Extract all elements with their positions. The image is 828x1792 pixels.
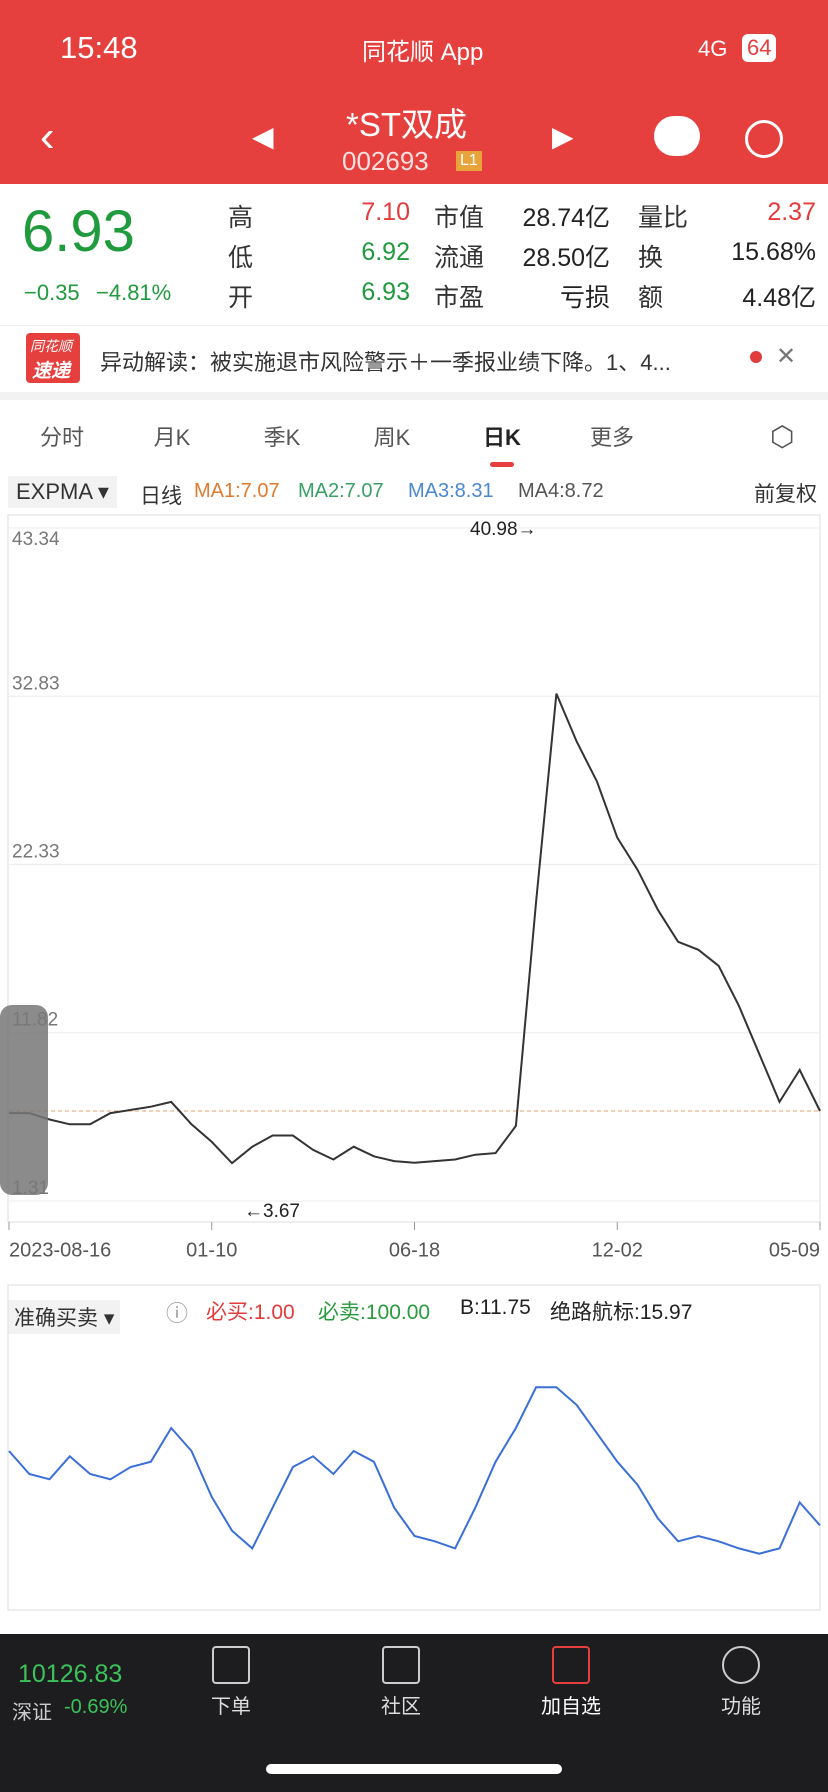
tab[interactable]: 更多 <box>589 425 634 450</box>
ma-label: MA4:8.72 <box>518 480 604 502</box>
indicator-select[interactable]: EXPMA ▾ <box>8 476 117 508</box>
ma-label: MA3:8.31 <box>408 480 494 502</box>
panel-select[interactable]: 准确买卖 ▾ <box>8 1300 121 1334</box>
data-line <box>8 1386 821 1555</box>
battery: 64 <box>742 34 777 62</box>
stock-name: *ST双成 <box>346 106 468 143</box>
stat-value: 6.92 <box>361 238 410 266</box>
tab[interactable]: 月K <box>153 425 191 450</box>
stat-value: 6.93 <box>361 278 410 306</box>
bottom-tab[interactable]: 加自选 <box>541 1696 601 1718</box>
back-button[interactable]: ‹ <box>40 112 55 161</box>
news-dot <box>750 351 762 363</box>
x-tick-label: 01-10 <box>186 1239 237 1261</box>
stat-value: 28.74亿 <box>522 204 610 232</box>
stat-label: 市盈 <box>434 284 485 312</box>
tab[interactable]: 日K <box>483 425 521 450</box>
change: −0.35 <box>24 280 80 305</box>
panel-label: B:11.75 <box>460 1296 531 1319</box>
prev-stock[interactable]: ◀ <box>252 121 274 152</box>
header-bar <box>0 0 828 184</box>
panel-frame <box>7 1284 821 1611</box>
x-tick-label: 12-02 <box>592 1239 643 1261</box>
y-tick-label: 22.33 <box>12 841 60 862</box>
next-stock[interactable]: ▶ <box>552 121 574 152</box>
level-badge: L1 <box>456 151 482 171</box>
side-tab[interactable] <box>0 1005 48 1195</box>
y-tick-label: 43.34 <box>12 529 60 550</box>
news-logo <box>26 333 80 383</box>
high-annotation: 40.98→ <box>470 519 537 540</box>
stat-value: 15.68% <box>731 238 816 266</box>
network: 4G <box>698 36 728 61</box>
stat-label: 流通 <box>434 244 485 272</box>
bottom-tab[interactable]: 功能 <box>721 1696 761 1718</box>
y-tick-label: 32.83 <box>12 673 60 694</box>
tab-underline <box>490 462 514 467</box>
search-icon[interactable] <box>745 120 783 158</box>
stat-label: 换 <box>638 244 664 272</box>
stat-value: 28.50亿 <box>522 244 610 272</box>
change-pct: −4.81% <box>96 280 172 305</box>
stat-label: 量比 <box>638 204 689 232</box>
stat-value: 7.10 <box>361 198 410 226</box>
stat-label: 市值 <box>434 204 485 232</box>
tab-icon[interactable] <box>382 1646 420 1684</box>
stat-label: 额 <box>638 284 664 312</box>
stat-value: 2.37 <box>767 198 816 226</box>
tab[interactable]: 分时 <box>39 425 84 450</box>
index-name: 深证 <box>12 1702 52 1724</box>
tab-icon[interactable] <box>212 1646 250 1684</box>
bottom-tab[interactable]: 下单 <box>211 1696 251 1718</box>
robot-icon[interactable] <box>654 116 700 156</box>
bottom-tab[interactable]: 社区 <box>381 1696 421 1718</box>
low-annotation: ←3.67 <box>244 1201 300 1222</box>
price-frame <box>7 514 821 1223</box>
price: 6.93 <box>22 199 135 264</box>
index-value: 10126.83 <box>18 1660 123 1688</box>
tab-icon[interactable] <box>552 1646 590 1684</box>
news-logo-bottom: 速递 <box>32 361 71 382</box>
tab[interactable]: 周K <box>373 425 411 450</box>
x-tick-label: 05-09 <box>769 1239 820 1261</box>
panel-label: 必买:1.00 <box>206 1301 295 1324</box>
index-change: -0.69% <box>64 1696 128 1718</box>
stock-code: 002693 <box>342 146 429 176</box>
adjust[interactable]: 前复权 <box>754 483 817 506</box>
stat-label: 低 <box>228 244 254 272</box>
stat-value: 4.48亿 <box>742 284 816 312</box>
news-bar[interactable] <box>0 325 828 393</box>
ma-label: MA2:7.07 <box>298 480 384 502</box>
stat-label: 开 <box>228 284 254 312</box>
news-text: 异动解读：被实施退市风险警示＋一季报业绩下降。1、4... <box>100 350 671 375</box>
charts: 43.3432.8322.3311.821.312023-08-1601-100… <box>0 514 821 1611</box>
panel-label: 必卖:100.00 <box>318 1301 431 1324</box>
settings-icon[interactable]: ⬡ <box>770 421 795 452</box>
tab-icon[interactable] <box>722 1646 760 1684</box>
ma-label: MA1:7.07 <box>194 480 280 502</box>
x-tick-label: 06-18 <box>389 1239 440 1261</box>
panel-label: 绝路航标:15.97 <box>550 1301 693 1324</box>
indicator-name: EXPMA <box>16 479 92 504</box>
tab[interactable]: 季K <box>263 425 301 450</box>
app-name: 同花顺 App <box>362 39 484 66</box>
x-tick-label: 2023-08-16 <box>9 1239 111 1261</box>
panel-name: 准确买卖 <box>14 1307 98 1330</box>
stat-value: 亏损 <box>559 284 610 312</box>
period: 日线 <box>140 485 182 508</box>
help-icon[interactable]: ⓘ <box>166 1301 189 1326</box>
separator <box>0 392 828 400</box>
clock: 15:48 <box>60 30 138 65</box>
stat-label: 高 <box>228 204 254 232</box>
news-close[interactable]: ✕ <box>776 343 797 370</box>
data-line <box>9 693 821 1165</box>
news-logo-top: 同花顺 <box>30 338 72 354</box>
home-indicator <box>266 1764 562 1774</box>
